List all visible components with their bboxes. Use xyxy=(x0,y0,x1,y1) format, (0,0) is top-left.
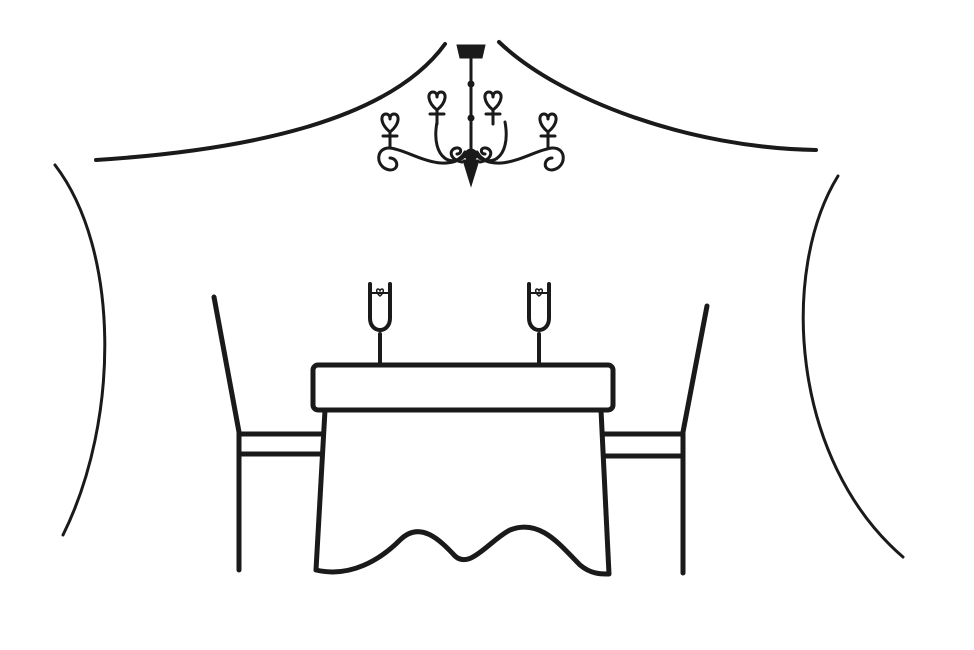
champagne-glass-left xyxy=(368,282,392,365)
chandelier-ceiling-mount xyxy=(456,44,486,59)
chandelier-finial xyxy=(462,159,480,188)
glass-right-bowl xyxy=(527,282,551,332)
glass-right-heart-icon xyxy=(534,288,544,297)
canopy-curtain-right xyxy=(801,174,905,559)
heart-candle-flame-icon xyxy=(538,112,558,134)
heart-candle-flame-icon xyxy=(427,90,447,112)
canopy-drape-top-right xyxy=(497,40,818,152)
chandelier xyxy=(377,44,565,188)
chair-right-back xyxy=(680,303,710,576)
tabletop xyxy=(310,362,616,413)
glass-left-heart-icon xyxy=(375,288,385,297)
chandelier-scroll-left xyxy=(449,146,464,164)
canopy xyxy=(53,40,905,559)
chandelier-chain-bead xyxy=(467,114,475,122)
chair-right xyxy=(598,303,710,576)
chair-left xyxy=(211,294,325,573)
table xyxy=(310,362,616,577)
chandelier-arm-inner-right xyxy=(475,120,508,163)
chair-left-back xyxy=(211,294,242,573)
chandelier-hub xyxy=(464,148,478,162)
heart-candle-flame-icon xyxy=(380,112,400,134)
glass-left-bowl xyxy=(368,282,392,332)
chandelier-chain-bead xyxy=(467,80,475,88)
chandelier-scroll-right xyxy=(478,146,493,164)
chandelier-arm-outer-left xyxy=(377,146,467,172)
champagne-glass-right xyxy=(527,282,551,365)
chandelier-arm-inner-left xyxy=(434,120,467,163)
chandelier-arm-outer-right xyxy=(475,146,565,172)
tablecloth-drape xyxy=(313,407,612,577)
canopy-drape-top-left xyxy=(94,42,447,162)
heart-candle-flame-icon xyxy=(483,90,503,112)
canopy-curtain-left xyxy=(53,163,107,537)
